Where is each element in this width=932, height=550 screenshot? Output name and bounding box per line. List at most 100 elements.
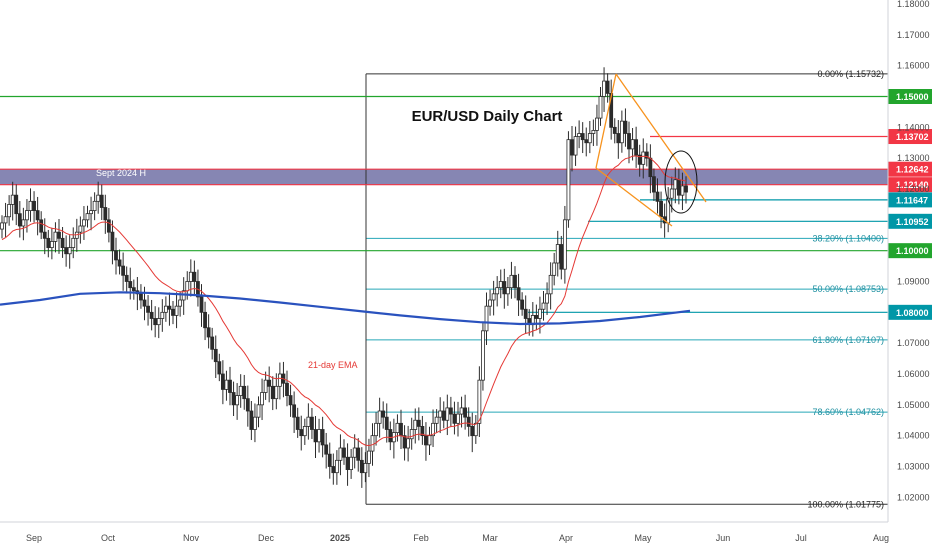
candle-body xyxy=(520,299,525,310)
candle-body xyxy=(178,299,183,307)
fib-level-label: 61.80% (1.07107) xyxy=(812,335,884,345)
candle-body xyxy=(188,271,193,282)
price-tick-label: 1.09000 xyxy=(897,277,930,287)
candle-body xyxy=(559,244,564,270)
candle-body xyxy=(363,463,368,474)
candle-body xyxy=(331,466,336,474)
candle-body xyxy=(545,293,549,304)
candle-body xyxy=(634,139,639,156)
candle-body xyxy=(160,311,165,319)
candle-body xyxy=(242,385,247,400)
price-tick-label: 1.12000 xyxy=(897,184,930,194)
candle-body xyxy=(441,410,446,421)
candle-body xyxy=(377,410,382,424)
candle-body xyxy=(484,305,489,332)
candle-body xyxy=(327,453,332,467)
candle-body xyxy=(523,308,528,319)
level-badge-label: 1.15000 xyxy=(896,92,929,102)
candle-body xyxy=(110,231,115,252)
candle-body xyxy=(288,395,293,406)
candle-body xyxy=(413,419,418,430)
candle-body xyxy=(42,231,47,239)
price-axis[interactable]: 1.18000 1.17000 1.16000 1.14000 1.13000 1.120… xyxy=(887,0,930,522)
candle-body xyxy=(655,191,660,202)
candle-body xyxy=(277,373,282,387)
candle-body xyxy=(320,429,325,446)
candle-body xyxy=(310,416,314,430)
fib-level-label: 100.00% (1.01775) xyxy=(807,499,884,509)
level-badge xyxy=(888,213,932,229)
candle-body xyxy=(345,456,350,470)
candle-body xyxy=(163,305,168,313)
candle-body xyxy=(595,117,599,131)
candle-body xyxy=(488,299,492,307)
price-tick-label: 1.17000 xyxy=(897,30,930,40)
candle-body xyxy=(641,151,646,165)
candle-body xyxy=(445,407,450,421)
candle-body xyxy=(473,422,478,437)
candle-body xyxy=(431,422,435,437)
time-tick-label: Nov xyxy=(183,533,200,543)
candle-body xyxy=(463,407,468,418)
candle-body xyxy=(334,459,339,474)
candle-body xyxy=(577,133,582,137)
candle-body xyxy=(502,281,507,295)
candle-body xyxy=(153,318,158,326)
time-tick-label: May xyxy=(634,533,652,543)
candle-body xyxy=(352,447,357,458)
candle-body xyxy=(249,410,254,430)
level-badge xyxy=(888,177,932,193)
candle-body xyxy=(516,287,521,301)
price-tick-label: 1.16000 xyxy=(897,61,930,71)
candle-body xyxy=(274,385,279,400)
candle-body xyxy=(680,185,685,196)
candle-body xyxy=(149,311,154,319)
candle-body xyxy=(235,395,240,406)
candle-body xyxy=(580,133,585,141)
candle-body xyxy=(21,219,26,227)
candle-body xyxy=(156,318,161,326)
candle-body xyxy=(673,179,678,190)
candle-body xyxy=(25,210,29,221)
candle-body xyxy=(470,426,475,437)
candle-body xyxy=(7,204,12,218)
candle-body xyxy=(609,93,614,128)
candle-body xyxy=(67,247,72,255)
time-tick-label: Apr xyxy=(559,533,573,543)
candle-body xyxy=(78,225,83,233)
time-tick-label: Jul xyxy=(795,533,807,543)
candle-body xyxy=(171,308,175,316)
candle-body xyxy=(49,241,54,248)
candle-body xyxy=(477,379,482,424)
candle-body xyxy=(285,382,289,396)
candle-body xyxy=(388,429,393,443)
candle-body xyxy=(228,379,232,393)
candle-body xyxy=(85,213,90,221)
candle-body xyxy=(448,407,453,415)
candle-body xyxy=(623,120,628,134)
candle-body xyxy=(14,194,19,215)
candle-body xyxy=(616,133,621,144)
ema-label: 21-day EMA xyxy=(308,360,358,370)
candle-body xyxy=(513,274,517,289)
candle-body xyxy=(124,274,129,282)
candle-body xyxy=(438,410,443,418)
candle-body xyxy=(292,404,297,418)
wedge-upper-line xyxy=(615,73,707,203)
time-tick-label: Mar xyxy=(482,533,498,543)
fib-level-label: 78.60% (1.04762) xyxy=(812,407,884,417)
candle-body xyxy=(121,265,126,276)
candle-body xyxy=(82,219,86,227)
level-badge-label: 1.10000 xyxy=(896,246,929,256)
candle-body xyxy=(491,293,496,301)
candle-body xyxy=(146,305,150,313)
candle-body xyxy=(131,287,136,292)
candle-body xyxy=(659,200,663,218)
level-lines-layer: 1.15000 1.13702 1.12642 1.12140 1.11647 1.109… xyxy=(0,89,932,320)
time-tick-label: Oct xyxy=(101,533,116,543)
time-axis[interactable]: Sep Oct Nov Dec 2025 Feb Mar Apr May Jun Jul Aug xyxy=(0,521,889,543)
candle-body xyxy=(92,200,97,211)
candle-body xyxy=(612,126,617,134)
level-badge-label: 1.12642 xyxy=(896,165,929,175)
